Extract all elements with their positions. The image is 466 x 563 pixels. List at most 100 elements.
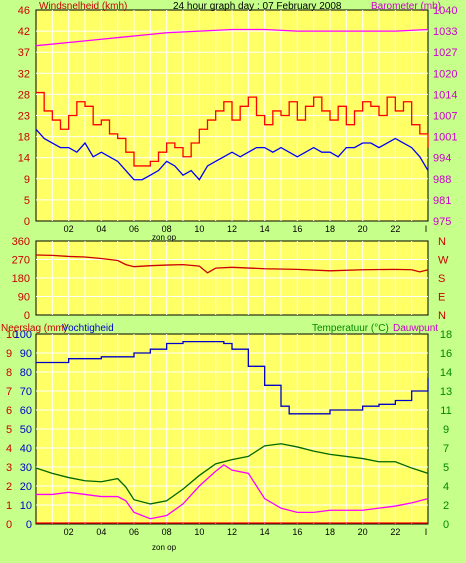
temp-x-tick-label: 08: [162, 527, 172, 537]
chart-title: 24 hour graph day : 07 February 2008: [173, 1, 342, 12]
barometer-y-axis-labels: 975 981 988 994 1001 1007 1014 1020 1027 1033 1040: [433, 5, 457, 228]
temp-x-tick-label: 02: [64, 527, 74, 537]
rain-axis-title: Neerslag (mm): [1, 323, 67, 334]
wind-y-axis-labels: 0 5 9 14 18 23 28 32 37 42 46: [18, 5, 30, 228]
humidity-y-tick-label: 60: [20, 405, 32, 417]
temp-x-tick-label: 22: [390, 527, 400, 537]
wind-series: [35, 28, 429, 181]
rain-y-tick-label: 5: [6, 424, 12, 436]
wind-x-tick-label: 10: [194, 224, 204, 234]
rain-y-axis-labels: 0 1 2 3 4 5 6 7 8 9 10: [6, 329, 18, 531]
wind-x-tick-label: 04: [96, 224, 106, 234]
humidity-y-tick-label: 30: [20, 462, 32, 474]
temperature-y-tick-label: 9: [443, 424, 449, 436]
temp-x-tick-label: 06: [129, 527, 139, 537]
barometer-y-tick-label: 1001: [433, 132, 457, 144]
direction-y-axis-labels: 0 90 180 270 360: [12, 236, 30, 322]
temp-x-tick-label: 10: [194, 527, 204, 537]
x-end-tick-label: I: [425, 224, 428, 234]
humidity-y-tick-label: 40: [20, 443, 32, 455]
wind-x-tick-label: 08: [162, 224, 172, 234]
dewpoint-axis-title: Dauwpunt: [393, 323, 438, 334]
wind-x-tick-label: 12: [227, 224, 237, 234]
rain-y-tick-label: 6: [6, 405, 12, 417]
barometer-y-tick-label: 1014: [433, 89, 457, 101]
temp-x-tick-label: 14: [260, 527, 270, 537]
temperature-y-tick-label: 2: [443, 500, 449, 512]
humidity-y-tick-label: 80: [20, 367, 32, 379]
wind-y-tick-label: 46: [18, 5, 30, 17]
rain-y-tick-label: 4: [6, 443, 12, 455]
barometer-y-tick-label: 1020: [433, 68, 457, 80]
temp-x-tick-label: 12: [227, 527, 237, 537]
barometer-y-tick-label: 975: [433, 216, 451, 228]
wind-y-tick-label: 42: [18, 26, 30, 38]
compass-letter: W: [438, 255, 449, 267]
barometer-y-tick-label: 1007: [433, 111, 457, 123]
compass-letter: N: [438, 236, 446, 248]
wind-x-tick-label: 14: [260, 224, 270, 234]
temperature-y-tick-label: 11: [440, 405, 451, 417]
temperature-y-tick-label: 0: [443, 519, 449, 531]
wind-y-tick-label: 23: [18, 111, 30, 123]
humidity-y-tick-label: 90: [20, 348, 32, 360]
wind-x-tick-label: 20: [358, 224, 368, 234]
humidity-y-tick-label: 50: [20, 424, 32, 436]
barometer-y-tick-label: 994: [433, 153, 451, 165]
wind-x-tick-label: 02: [64, 224, 74, 234]
wind-x-tick-label: 16: [292, 224, 302, 234]
sunrise-label: zon op: [152, 233, 177, 242]
humidity-line: [36, 340, 429, 415]
wind-y-tick-label: 5: [24, 195, 30, 207]
compass-letter: E: [438, 292, 445, 304]
direction-series: [35, 254, 429, 274]
direction-y-tick-label: 90: [18, 292, 30, 304]
direction-y-tick-label: 270: [12, 255, 30, 267]
humidity-y-tick-label: 10: [20, 500, 32, 512]
temp-x-axis-labels: 02 04 06 08 10 12 14 16 18 20 22 I: [64, 527, 428, 537]
temperature-line: [35, 443, 429, 505]
wind-x-tick-label: 18: [325, 224, 335, 234]
rain-y-tick-label: 0: [6, 519, 12, 531]
wind-average-line: [35, 128, 429, 181]
rain-y-tick-label: 10: [6, 329, 18, 341]
temperature-y-tick-label: 5: [443, 462, 449, 474]
temperature-axis-title: Temperatuur (°C): [312, 323, 389, 334]
barometer-y-tick-label: 1027: [433, 47, 457, 59]
barometer-y-tick-label: 981: [433, 195, 451, 207]
wind-y-tick-label: 14: [18, 153, 30, 165]
direction-y-tick-label: 0: [24, 310, 30, 322]
humidity-y-tick-label: 100: [14, 329, 32, 341]
wind-direction-line: [35, 254, 429, 274]
compass-letter: S: [438, 273, 445, 285]
temp-x-tick-label: 04: [96, 527, 106, 537]
direction-y-tick-label: 180: [12, 273, 30, 285]
wind-y-tick-label: 37: [18, 47, 30, 59]
wind-x-tick-label: 22: [390, 224, 400, 234]
temperature-y-tick-label: 18: [440, 329, 452, 341]
rain-y-tick-label: 2: [6, 481, 12, 493]
wind-y-tick-label: 32: [18, 68, 30, 80]
wind-y-tick-label: 9: [24, 174, 30, 186]
temp-x-tick-label: 20: [358, 527, 368, 537]
direction-y-tick-label: 360: [12, 236, 30, 248]
temperature-y-tick-label: 16: [440, 348, 452, 360]
wind-axis-title: Windsnelheid (kmh): [39, 1, 127, 12]
rain-y-tick-label: 9: [6, 348, 12, 360]
barometer-y-tick-label: 1040: [433, 5, 457, 17]
rain-y-tick-label: 7: [6, 386, 12, 398]
barometer-line: [35, 28, 429, 47]
rain-y-tick-label: 3: [6, 462, 12, 474]
temp-series: [35, 340, 429, 524]
humidity-y-tick-label: 0: [26, 519, 32, 531]
wind-y-tick-label: 0: [24, 216, 30, 228]
sunrise-label: zon op: [152, 543, 177, 552]
wind-x-tick-label: 06: [129, 224, 139, 234]
wind-x-axis-labels: 02 04 06 08 10 12 14 16 18 20 22 I: [64, 224, 428, 234]
barometer-y-tick-label: 988: [433, 174, 451, 186]
barometer-axis-title: Barometer (mb): [371, 1, 441, 12]
temperature-y-axis-labels: 0 2 4 5 7 9 11 13 14 16 18: [440, 329, 452, 531]
wind-barometer-panel: 0 5 9 14 18 23 28 32 37 42 46 975 981 988 994 1001 1007…: [18, 1, 458, 242]
temp-grid: [36, 334, 428, 524]
